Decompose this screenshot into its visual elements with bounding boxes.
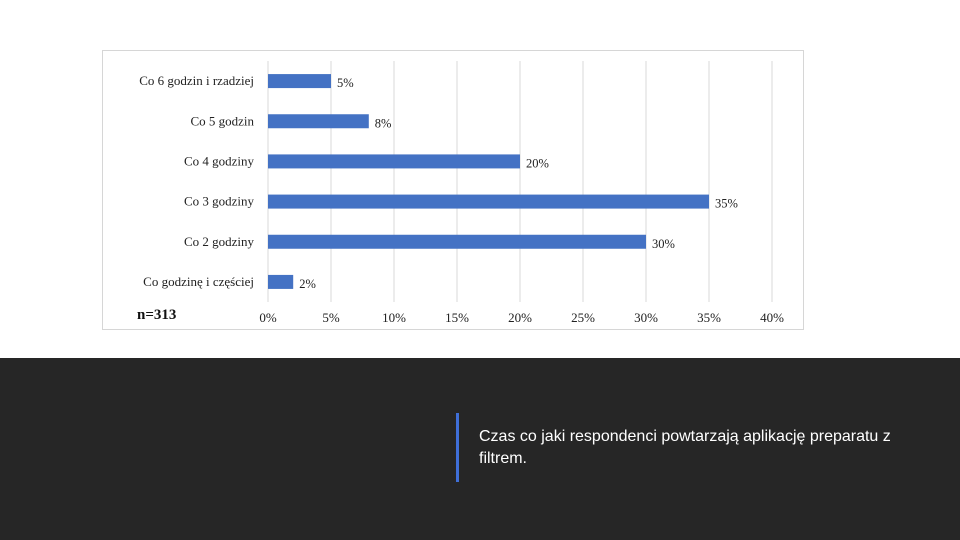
x-tick-label: 30% — [634, 310, 658, 325]
bar — [268, 274, 294, 289]
value-label: 2% — [299, 277, 316, 291]
x-tick-label: 25% — [571, 310, 595, 325]
category-label: Co 6 godzin i rzadziej — [139, 73, 254, 88]
bar — [268, 234, 646, 249]
value-label: 20% — [526, 156, 549, 170]
value-label: 30% — [652, 237, 675, 251]
x-tick-label: 35% — [697, 310, 721, 325]
sample-size-label: n=313 — [137, 307, 176, 323]
x-tick-label: 20% — [508, 310, 532, 325]
category-label: Co 3 godziny — [184, 194, 255, 209]
caption-divider — [456, 413, 459, 482]
bar — [268, 154, 520, 169]
chart-caption: Czas co jaki respondenci powtarzają apli… — [479, 428, 891, 467]
x-tick-label: 10% — [382, 310, 406, 325]
caption-band — [0, 358, 960, 540]
category-label: Co 4 godziny — [184, 153, 255, 168]
bar — [268, 114, 369, 129]
value-label: 8% — [375, 116, 392, 130]
bar — [268, 194, 709, 209]
bar — [268, 74, 331, 89]
x-tick-label: 15% — [445, 310, 469, 325]
x-tick-label: 5% — [322, 310, 340, 325]
x-tick-label: 40% — [760, 310, 784, 325]
category-label: Co 2 godziny — [184, 234, 255, 249]
bar-chart: Co 6 godzin i rzadziej 5% Co 5 godzin 8% Co … — [137, 61, 784, 325]
x-tick-label: 0% — [259, 310, 277, 325]
chart-frame: Co 6 godzin i rzadziej 5% Co 5 godzin 8% Co … — [102, 50, 804, 330]
category-label: Co 5 godzin — [190, 113, 254, 128]
value-label: 35% — [715, 197, 738, 211]
category-label: Co godzinę i częściej — [143, 274, 254, 289]
value-label: 5% — [337, 76, 354, 90]
